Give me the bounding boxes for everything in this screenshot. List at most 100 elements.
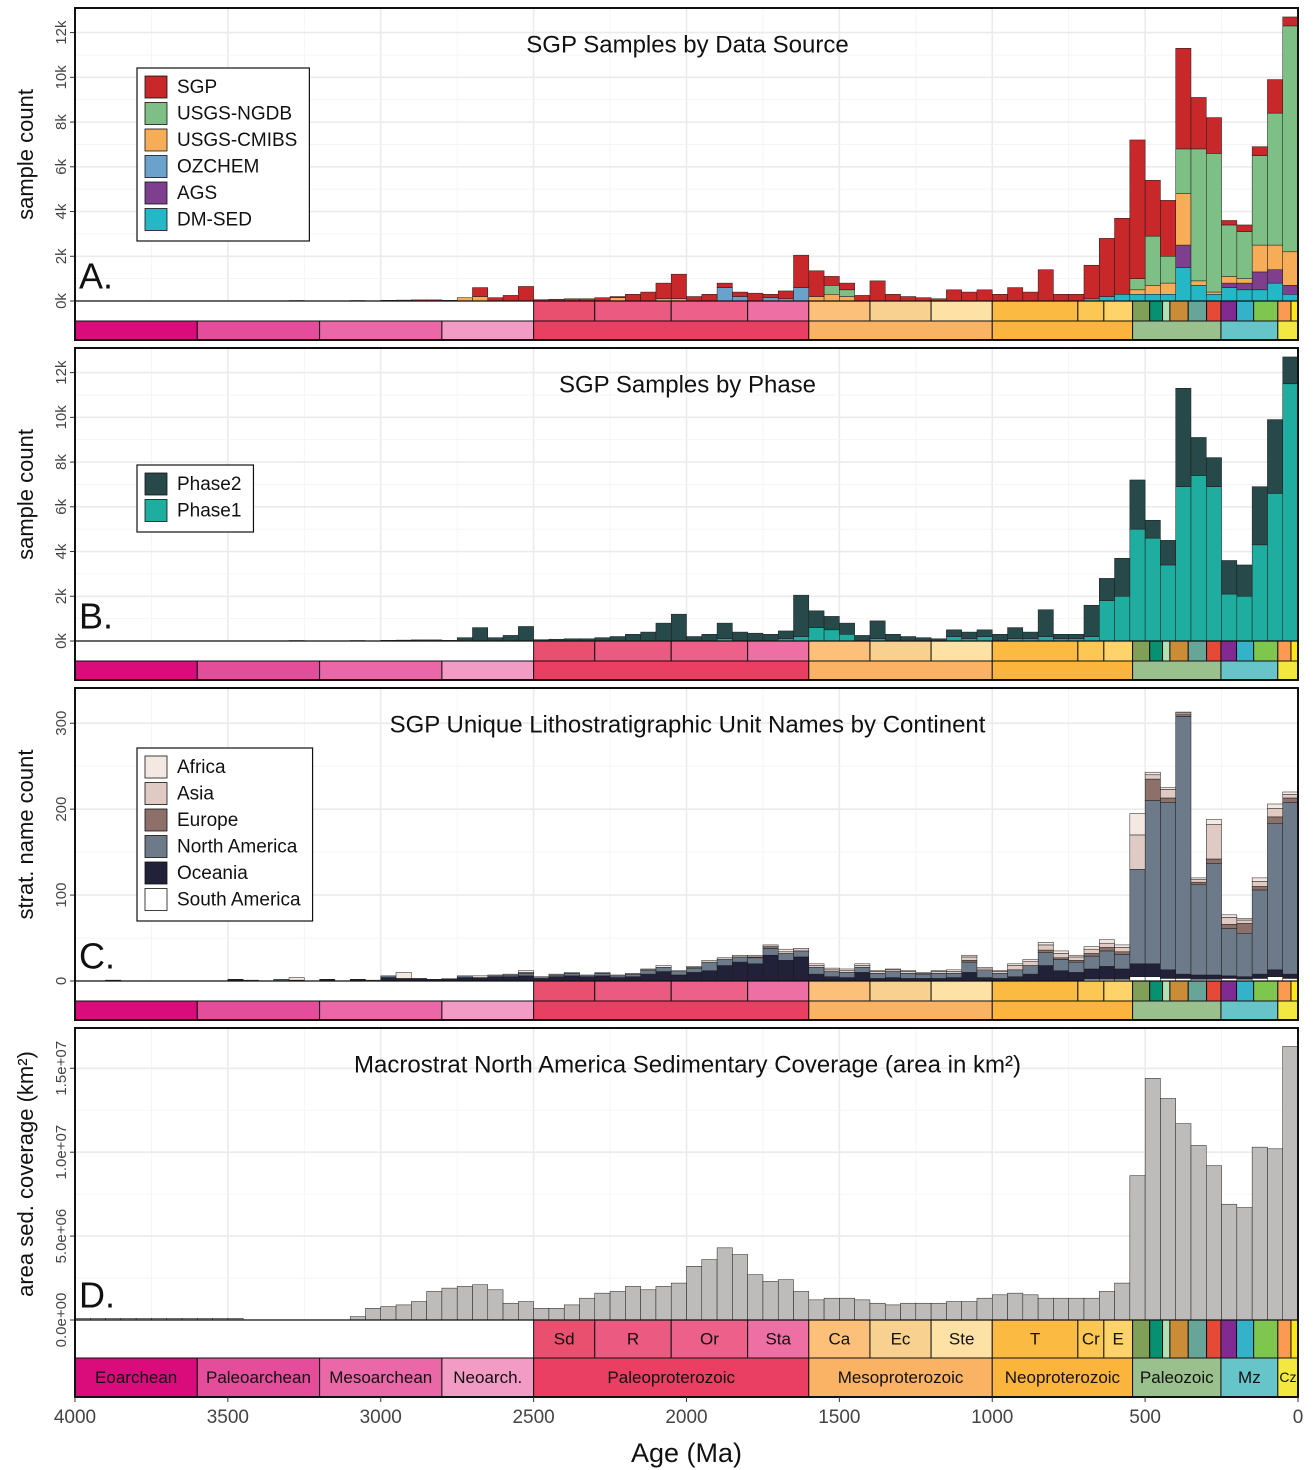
- period: [1236, 1319, 1255, 1359]
- bar: [808, 296, 825, 302]
- bar: [976, 1297, 993, 1321]
- bar: [1037, 609, 1054, 637]
- bar: [1099, 939, 1115, 944]
- bar: [732, 954, 748, 958]
- bar: [1175, 48, 1192, 150]
- bar: [1190, 148, 1207, 282]
- bar: [1083, 1297, 1100, 1321]
- bar: [1129, 1175, 1146, 1321]
- legend-swatch: [144, 861, 168, 885]
- period: [1236, 640, 1255, 662]
- period-label: Ec: [891, 1329, 911, 1348]
- bar: [1160, 540, 1176, 566]
- bar: [823, 967, 840, 971]
- bar: [1190, 974, 1207, 980]
- era: [991, 1357, 1134, 1398]
- era: [991, 660, 1134, 681]
- bar: [777, 951, 794, 954]
- era: [1277, 1000, 1299, 1021]
- period: [1206, 980, 1222, 1002]
- legend-swatch: [144, 75, 168, 99]
- bar: [793, 950, 810, 958]
- bar: [1068, 960, 1085, 963]
- y-tick-label: 1.5e+07: [53, 1041, 70, 1096]
- period: [1220, 640, 1238, 662]
- bar: [502, 976, 519, 982]
- era: [1132, 1000, 1222, 1021]
- bar: [900, 1302, 917, 1321]
- bar: [1190, 437, 1207, 476]
- period: [1220, 300, 1238, 322]
- period-label: R: [627, 1329, 639, 1348]
- bar: [716, 282, 733, 288]
- bar: [1206, 819, 1222, 825]
- bar: [1114, 217, 1131, 295]
- period: [1206, 300, 1222, 322]
- bar: [716, 622, 733, 640]
- bar: [1083, 636, 1100, 642]
- bar: [1022, 1294, 1039, 1321]
- bar: [839, 968, 855, 971]
- bar: [640, 968, 657, 971]
- period: [808, 640, 871, 662]
- bar: [579, 1297, 596, 1321]
- bar: [640, 631, 657, 642]
- bar: [625, 973, 641, 975]
- bar: [900, 971, 917, 974]
- bar: [869, 280, 886, 302]
- x-axis-label: Age (Ma): [631, 1438, 742, 1468]
- era: [319, 1357, 443, 1398]
- y-tick-label: 8k: [53, 454, 70, 470]
- bar: [793, 956, 810, 982]
- bar: [716, 1247, 733, 1321]
- bar: [1190, 280, 1207, 286]
- era: [808, 1000, 993, 1021]
- bar: [1236, 918, 1253, 921]
- chart-title: SGP Samples by Data Source: [526, 31, 848, 58]
- bar: [1083, 264, 1100, 300]
- bar: [625, 1286, 641, 1321]
- bar: [594, 972, 611, 974]
- bar: [946, 636, 962, 642]
- period: [869, 1319, 932, 1359]
- period: [1132, 300, 1151, 322]
- era-label: Mesoproterozoic: [838, 1368, 964, 1387]
- bar: [961, 956, 978, 961]
- bar: [701, 634, 718, 642]
- bar: [472, 1284, 489, 1321]
- bar: [609, 975, 626, 978]
- period: [1220, 1319, 1238, 1359]
- bar: [1160, 787, 1176, 790]
- period: [930, 300, 993, 322]
- bar: [808, 965, 825, 968]
- bar: [1144, 179, 1161, 237]
- period-label: Or: [700, 1329, 719, 1348]
- bar: [732, 631, 748, 642]
- bar: [808, 270, 825, 297]
- bar: [563, 975, 580, 982]
- x-tick-label: 1000: [971, 1407, 1013, 1428]
- period: [1290, 980, 1299, 1002]
- era: [1220, 1000, 1279, 1021]
- bar: [747, 954, 764, 958]
- bar: [747, 963, 764, 982]
- bar: [884, 971, 901, 978]
- bar: [1022, 973, 1039, 982]
- panel-label: C.: [79, 936, 115, 977]
- bar: [900, 973, 917, 979]
- x-tick-label: 4000: [54, 1407, 96, 1428]
- bar: [1206, 824, 1222, 860]
- bar: [976, 636, 993, 642]
- bar: [411, 1301, 427, 1321]
- bar: [854, 963, 871, 966]
- panel-label: A.: [79, 256, 113, 297]
- bar: [915, 1302, 932, 1321]
- y-tick-label: 12k: [53, 20, 70, 45]
- legend-swatch: [144, 835, 168, 858]
- bar: [777, 630, 794, 640]
- bar: [655, 971, 672, 982]
- legend-swatch: [144, 208, 168, 231]
- period: [1169, 980, 1189, 1002]
- era: [1277, 660, 1299, 681]
- bar: [808, 963, 825, 966]
